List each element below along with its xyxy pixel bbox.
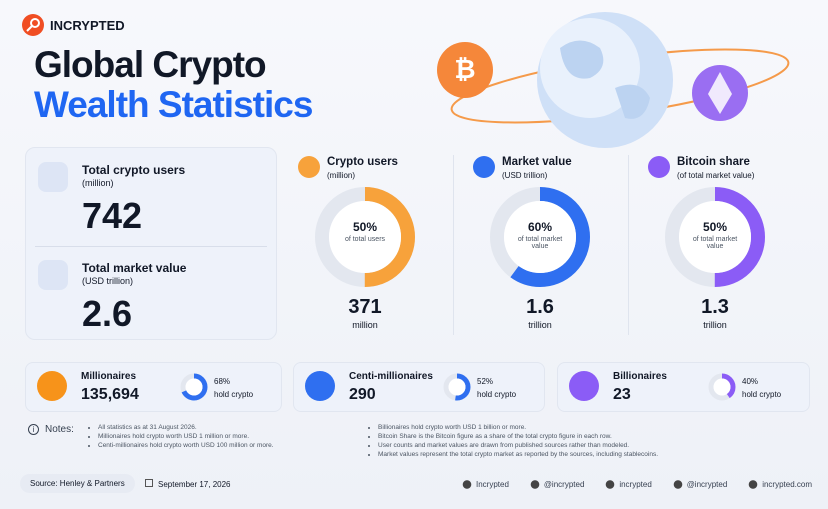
donut-caption: of total market value <box>517 236 563 250</box>
tier-percent: 68% <box>214 377 231 386</box>
donut-percent: 60% <box>527 220 553 234</box>
donut-percent: 50% <box>352 220 378 234</box>
tier-name: Billionaires <box>613 371 667 382</box>
stat-value: 2.6 <box>82 293 133 334</box>
donut <box>180 373 208 401</box>
note: Bitcoin Share is the Bitcoin figure as a… <box>378 433 808 440</box>
tier-count: 290 <box>349 386 376 403</box>
donut-unit: (of total market value) <box>677 171 755 180</box>
stat-unit: (USD trillion) <box>82 276 134 286</box>
donut-caption: of total market value <box>692 236 738 250</box>
note: User counts and market values are drawn … <box>378 442 808 449</box>
title-line: Wealth Statistics <box>34 84 313 125</box>
donut-hole <box>679 201 751 273</box>
tier-card <box>293 362 545 412</box>
stat-icon <box>38 260 68 290</box>
socials: Incrypted @incrypted incrypted @incrypted in… <box>462 480 812 489</box>
stat-unit: (million) <box>82 178 114 188</box>
social-link[interactable]: @incrypted <box>672 480 728 489</box>
donut-value: 1.3 <box>701 296 729 318</box>
donut-value-unit: trillion <box>528 320 552 330</box>
donut-icon <box>648 156 670 178</box>
note: Millionaires hold crypto worth USD 1 mil… <box>98 433 348 440</box>
donut-hole <box>185 378 203 396</box>
donut-caption: of total users <box>344 236 386 243</box>
tier-icon <box>305 371 335 401</box>
date-text: September 17, 2026 <box>158 480 231 489</box>
note: Billionaires hold crypto worth USD 1 bil… <box>378 424 808 431</box>
stat-value: 742 <box>82 195 143 236</box>
donut-unit: (USD trillion) <box>502 171 548 180</box>
notes-label: i Notes: <box>28 424 74 435</box>
donut-unit: (million) <box>327 171 355 180</box>
donut <box>708 373 736 401</box>
donut <box>443 373 471 401</box>
social-link[interactable]: @incrypted <box>529 480 585 489</box>
divider <box>453 155 454 335</box>
donut-arc <box>490 187 590 287</box>
donut-value: 371 <box>348 296 382 318</box>
tier-count: 135,694 <box>81 386 139 403</box>
donut <box>315 187 415 287</box>
stat-icon <box>38 162 68 192</box>
donut-hole <box>329 201 401 273</box>
donut-arc <box>708 373 736 401</box>
source: Source: Henley & Partners <box>20 474 135 493</box>
date: September 17, 2026 <box>145 479 231 489</box>
donut-hole <box>504 201 576 273</box>
donut <box>665 187 765 287</box>
tier-caption: hold crypto <box>742 390 782 399</box>
donut-value-unit: million <box>352 320 378 330</box>
social-link[interactable]: incrypted <box>605 480 652 489</box>
donut-arc <box>665 187 765 287</box>
svg-text:₿: ₿ <box>454 54 475 84</box>
brand: INCRYPTED <box>50 18 125 33</box>
donut-icon <box>298 156 320 178</box>
tier-count: 23 <box>613 386 631 403</box>
tier-icon <box>37 371 67 401</box>
illustration: ₿ <box>437 12 790 148</box>
tier-caption: hold crypto <box>214 390 254 399</box>
divider <box>628 155 629 335</box>
donut-value: 1.6 <box>526 296 554 318</box>
social-link[interactable]: Incrypted <box>462 480 509 489</box>
tier-name: Centi-millionaires <box>349 371 433 382</box>
donut-icon <box>473 156 495 178</box>
notes-list: All statistics as at 31 August 2026. Mill… <box>88 424 348 451</box>
brand-logo <box>22 14 44 36</box>
tier-icon <box>569 371 599 401</box>
donut-title: Crypto users <box>327 156 398 168</box>
social-link[interactable]: incrypted.com <box>748 480 812 489</box>
title-line: Global Crypto <box>34 44 267 85</box>
tier-caption: hold crypto <box>477 390 517 399</box>
tier-name: Millionaires <box>81 371 137 382</box>
donut-hole <box>448 378 466 396</box>
donut-title: Market value <box>502 156 572 168</box>
donut-arc <box>315 187 415 287</box>
note: Centi-millionaires hold crypto worth USD… <box>98 442 348 449</box>
note: All statistics as at 31 August 2026. <box>98 424 348 431</box>
donut-arc <box>443 373 471 401</box>
donut <box>490 187 590 287</box>
tier-card <box>557 362 810 412</box>
donut-arc <box>180 373 208 401</box>
stat-label: Total crypto users <box>82 163 186 177</box>
donut-hole <box>713 378 731 396</box>
stat-label: Total market value <box>82 261 187 275</box>
note: Market values represent the total crypto… <box>378 451 808 458</box>
notes-title: Notes: <box>45 424 74 435</box>
tier-percent: 40% <box>742 377 759 386</box>
tier-percent: 52% <box>477 377 494 386</box>
tier-card <box>25 362 282 412</box>
notes-list: Billionaires hold crypto worth USD 1 bil… <box>368 424 808 460</box>
donut-percent: 50% <box>702 220 728 234</box>
divider <box>35 246 267 247</box>
donut-value-unit: trillion <box>703 320 727 330</box>
donut-title: Bitcoin share <box>677 156 750 168</box>
